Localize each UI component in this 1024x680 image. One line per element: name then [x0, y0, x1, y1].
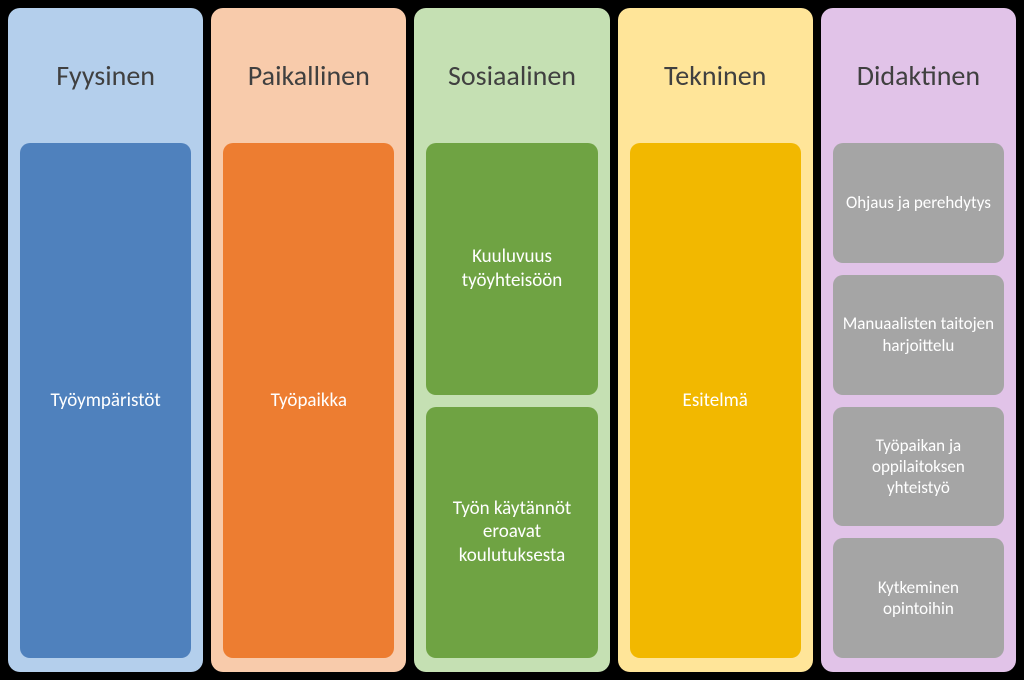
column-title: Sosiaalinen: [424, 18, 599, 143]
column-title: Tekninen: [628, 18, 803, 143]
card: Työn käytännöt eroavat koulutuksesta: [426, 407, 597, 659]
column-4: DidaktinenOhjaus ja perehdytysManuaalist…: [821, 8, 1016, 672]
column-title: Fyysinen: [18, 18, 193, 143]
card: Työpaikka: [223, 143, 394, 658]
card: Kuuluvuus työyhteisöön: [426, 143, 597, 395]
column-3: TekninenEsitelmä: [618, 8, 813, 672]
card-container: Työympäristöt: [18, 143, 193, 662]
column-0: FyysinenTyöympäristöt: [8, 8, 203, 672]
column-title: Didaktinen: [831, 18, 1006, 143]
card-container: Kuuluvuus työyhteisöönTyön käytännöt ero…: [424, 143, 599, 662]
column-2: SosiaalinenKuuluvuus työyhteisöönTyön kä…: [414, 8, 609, 672]
card: Kytkeminen opintoihin: [833, 538, 1004, 658]
column-title: Paikallinen: [221, 18, 396, 143]
card: Työpaikan ja oppilaitoksen yhteistyö: [833, 407, 1004, 527]
card-container: Esitelmä: [628, 143, 803, 662]
card: Esitelmä: [630, 143, 801, 658]
card: Ohjaus ja perehdytys: [833, 143, 1004, 263]
card-container: Työpaikka: [221, 143, 396, 662]
column-1: PaikallinenTyöpaikka: [211, 8, 406, 672]
card: Työympäristöt: [20, 143, 191, 658]
card-container: Ohjaus ja perehdytysManuaalisten taitoje…: [831, 143, 1006, 662]
card: Manuaalisten taitojen harjoittelu: [833, 275, 1004, 395]
